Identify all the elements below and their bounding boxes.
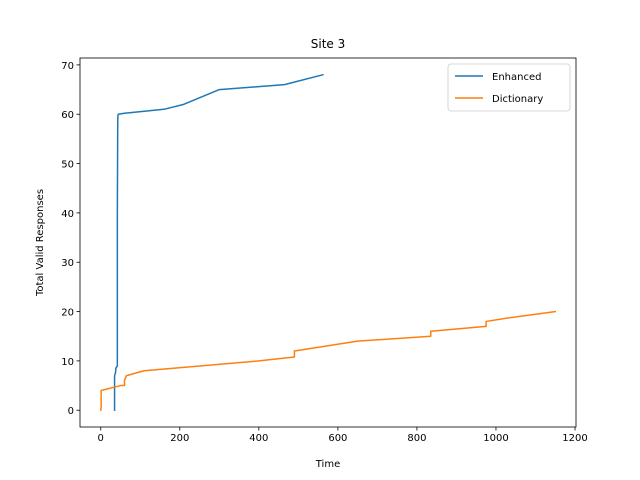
y-tick-label: 30 xyxy=(61,258,74,269)
x-tick-label: 800 xyxy=(407,433,426,444)
x-tick-label: 400 xyxy=(249,433,268,444)
x-axis-ticks: 0 200 400 600 800 1000 1200 xyxy=(98,427,588,444)
legend: Enhanced Dictionary xyxy=(447,63,571,112)
y-tick-label: 60 xyxy=(61,110,74,121)
x-tick-label: 1000 xyxy=(483,433,508,444)
x-tick-label: 600 xyxy=(328,433,347,444)
y-tick-label: 10 xyxy=(61,357,74,368)
series-layer xyxy=(99,73,557,412)
legend-label-enhanced: Enhanced xyxy=(492,72,541,83)
y-tick-label: 50 xyxy=(61,160,74,171)
x-tick-label: 200 xyxy=(170,433,189,444)
y-tick-label: 20 xyxy=(61,308,74,319)
x-tick-label: 0 xyxy=(98,433,104,444)
y-axis-ticks: 0 10 20 30 40 50 60 70 xyxy=(61,61,80,417)
legend-label-dictionary: Dictionary xyxy=(492,94,543,105)
y-axis-label: Total Valid Responses xyxy=(35,189,46,297)
y-tick-label: 40 xyxy=(61,209,74,220)
series-line-dictionary xyxy=(99,310,557,412)
chart-title: Site 3 xyxy=(311,37,346,51)
y-tick-label: 70 xyxy=(61,61,74,72)
series-line-enhanced xyxy=(113,73,324,411)
plot-area-frame xyxy=(79,57,577,428)
x-axis-label: Time xyxy=(315,459,340,470)
x-tick-label: 1200 xyxy=(562,433,587,444)
y-tick-label: 0 xyxy=(68,406,74,417)
